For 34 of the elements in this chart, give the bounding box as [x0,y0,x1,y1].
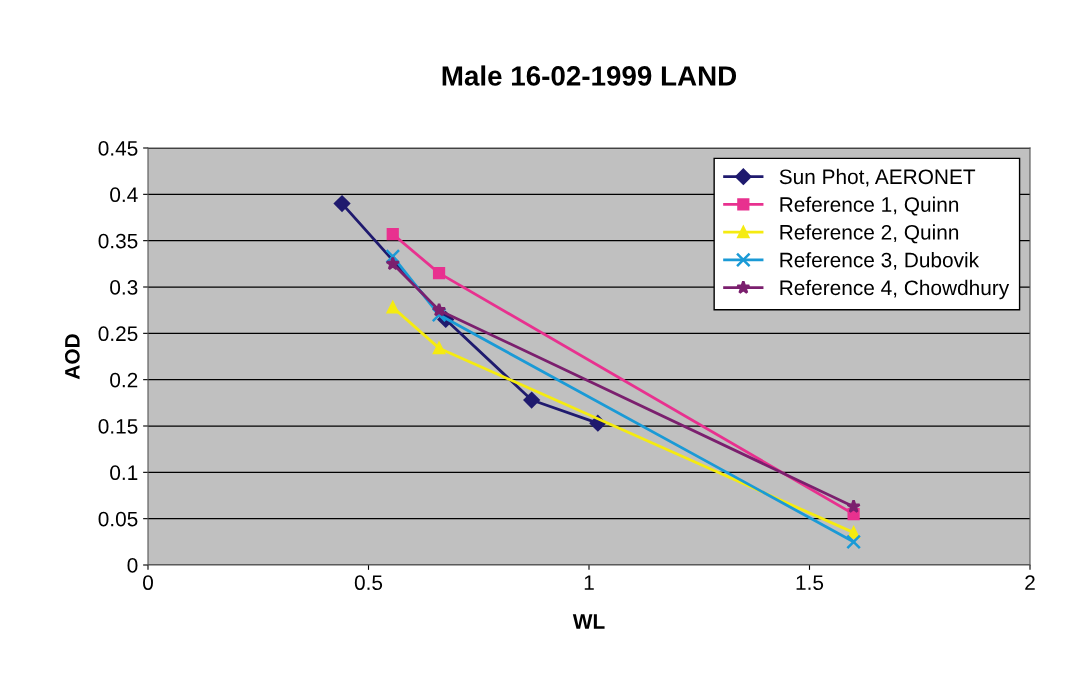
point [432,266,446,280]
x-tick-label: 2 [1025,575,1035,590]
legend-label: Reference 4, Chowdhury [780,279,1010,300]
y-tick-label: 0.3 [110,280,138,295]
y-axis-title: AOD [64,334,80,380]
point [385,256,400,271]
chart-title: Male 16-02-1999 LAND [442,65,737,86]
y-tick-label: 0.2 [110,372,138,388]
point [385,248,401,264]
legend-label: Reference 3, Dubovik [780,252,980,270]
x-tick-label: 1 [584,575,594,590]
x-tick-label: 1.5 [796,575,824,591]
legend-label: Sun Phot, AERONET [779,168,976,187]
y-tick-label: 0 [127,558,138,573]
y-tick-label: 0.05 [98,511,138,527]
y-tick-label: 0.25 [98,326,138,342]
x-tick-label: 0.5 [354,575,383,591]
y-tick-label: 0.1 [110,465,138,481]
y-tick-label: 0.4 [110,187,138,203]
point [386,228,399,241]
y-tick-label: 0.45 [98,141,138,156]
point [333,195,351,212]
point [432,342,446,355]
point [846,499,861,513]
point [431,302,447,317]
legend-label: Reference 2, Quinn [780,224,959,244]
y-tick-label: 0.15 [98,419,138,434]
y-tick-label: 0.35 [98,233,138,249]
x-tick-label: 0 [143,575,153,591]
point [523,391,540,409]
point [431,307,447,323]
x-axis-title: WL [572,614,605,629]
legend-label: Reference 1, Quinn [780,196,959,216]
point [846,534,862,550]
